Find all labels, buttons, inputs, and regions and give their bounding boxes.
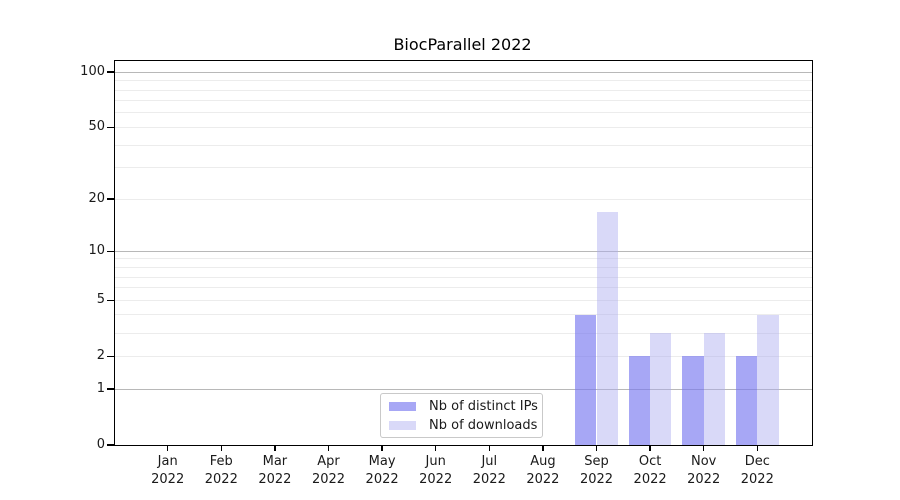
major-gridline: [115, 71, 812, 73]
y-tick-label: 50: [88, 119, 105, 135]
x-tick-mark: [756, 445, 758, 451]
bar-downloads-oct: [650, 333, 672, 445]
y-tick-mark: [107, 126, 114, 129]
x-tick-label: Jan 2022: [151, 454, 185, 487]
bar-distinct-ips-dec: [735, 356, 758, 445]
minor-gridline: [115, 314, 812, 316]
y-tick-label: 5: [96, 292, 105, 308]
x-tick-mark: [220, 445, 222, 451]
y-tick-mark: [107, 71, 114, 73]
y-tick-label: 10: [88, 243, 105, 259]
x-tick-label: Feb 2022: [204, 454, 238, 487]
minor-gridline: [115, 167, 812, 169]
minor-gridline: [115, 267, 812, 268]
y-tick-mark: [107, 299, 114, 301]
bar-downloads-dec: [757, 314, 779, 445]
minor-gridline: [115, 332, 812, 334]
legend: Nb of distinct IPs Nb of downloads: [380, 393, 543, 438]
y-tick-label: 20: [88, 191, 105, 207]
legend-swatch-downloads: [389, 420, 416, 430]
x-tick-mark: [274, 445, 276, 451]
bar-distinct-ips-oct: [628, 356, 651, 445]
x-tick-mark: [649, 445, 651, 451]
bar-downloads-sep: [596, 211, 618, 445]
y-tick-mark: [107, 250, 114, 252]
minor-gridline: [115, 126, 812, 128]
bar-distinct-ips-sep: [575, 314, 597, 445]
x-tick-label: Apr 2022: [311, 454, 346, 487]
x-tick-label: Nov 2022: [687, 454, 721, 487]
plot-area: Nb of distinct IPs Nb of downloads 0 1 2 5 1…: [80, 60, 813, 487]
minor-gridline: [115, 112, 812, 114]
y-tick-mark: [107, 444, 114, 446]
x-tick-mark: [703, 445, 705, 451]
legend-label-distinct-ips: Nb of distinct IPs: [429, 398, 538, 414]
y-tick-mark: [107, 198, 114, 200]
x-tick-mark: [435, 445, 437, 451]
minor-gridline: [115, 89, 812, 91]
x-tick-mark: [595, 445, 598, 451]
x-tick-label: Oct 2022: [633, 454, 667, 487]
x-tick-label: Mar 2022: [258, 454, 292, 487]
x-tick-label: Dec 2022: [740, 454, 774, 487]
y-tick-label: 2: [96, 348, 105, 364]
legend-label-downloads: Nb of downloads: [429, 417, 538, 433]
bar-downloads-nov: [703, 333, 726, 445]
legend-item-downloads: Nb of downloads: [389, 418, 542, 433]
minor-gridline: [115, 258, 812, 260]
minor-gridline: [115, 287, 812, 289]
y-tick-label: 100: [80, 64, 105, 80]
y-tick-label: 0: [96, 437, 105, 452]
x-tick-mark: [327, 445, 330, 451]
minor-gridline: [115, 100, 812, 102]
legend-swatch-distinct-ips: [389, 401, 416, 411]
x-tick-label: May 2022: [365, 454, 399, 487]
major-gridline: [115, 388, 812, 390]
minor-gridline: [115, 299, 812, 301]
y-tick-label: 1: [96, 381, 105, 396]
x-tick-mark: [542, 445, 544, 451]
minor-gridline: [115, 355, 812, 357]
bar-distinct-ips-nov: [682, 356, 704, 445]
legend-item-distinct-ips: Nb of distinct IPs: [389, 399, 542, 414]
x-tick-label: Jul 2022: [472, 454, 506, 487]
x-tick-mark: [167, 445, 169, 451]
minor-gridline: [115, 80, 812, 82]
y-tick-mark: [107, 388, 114, 390]
minor-gridline: [115, 198, 812, 200]
chart-title: BiocParallel 2022: [393, 35, 532, 54]
x-tick-label: Aug 2022: [526, 454, 560, 487]
x-tick-label: Sep 2022: [579, 454, 614, 487]
minor-gridline: [115, 276, 812, 278]
minor-gridline: [115, 144, 812, 146]
x-tick-mark: [488, 445, 490, 451]
x-tick-mark: [381, 445, 383, 451]
major-gridline: [115, 250, 812, 252]
y-tick-mark: [107, 355, 114, 357]
x-tick-label: Jun 2022: [419, 454, 453, 487]
